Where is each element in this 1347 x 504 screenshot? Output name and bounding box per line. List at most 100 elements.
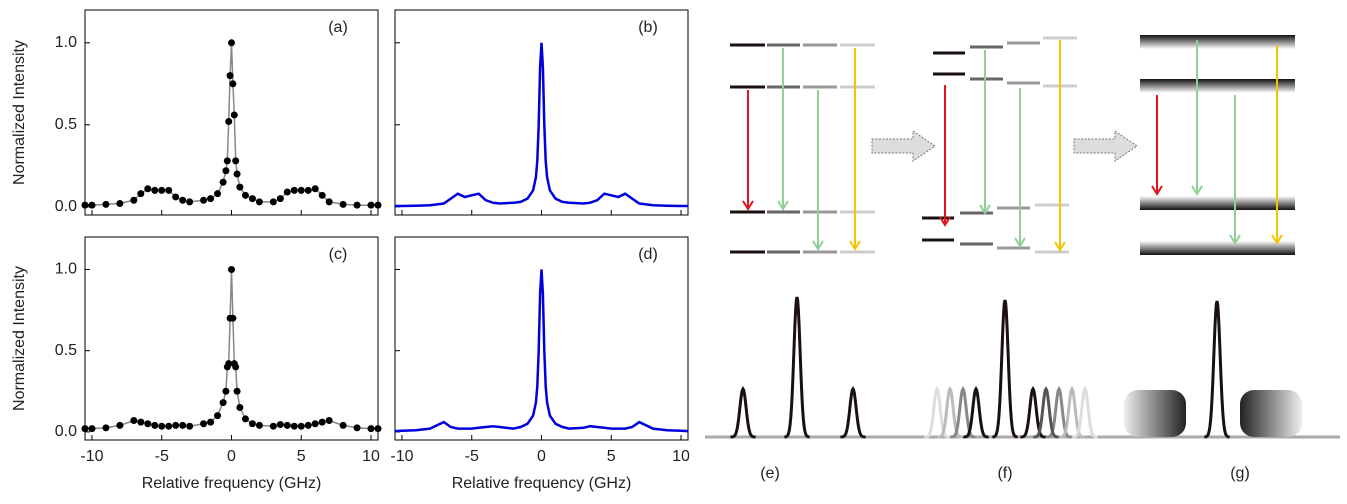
data-point: [214, 412, 222, 420]
peak: [1059, 386, 1085, 439]
data-point: [304, 186, 312, 194]
data-point: [88, 201, 96, 209]
data-point: [144, 420, 152, 428]
data-point: [374, 425, 382, 433]
data-point: [367, 201, 375, 209]
data-point: [137, 190, 145, 198]
data-point: [233, 170, 241, 178]
data-point: [367, 425, 375, 433]
data-point: [151, 186, 159, 194]
x-tick-label: -5: [465, 448, 479, 465]
data-point: [290, 186, 298, 194]
plot-frame: [394, 9, 689, 216]
x-axis-label: Relative frequency (GHz): [452, 475, 632, 492]
y-axis-label: Normalized Intensity: [11, 40, 28, 185]
data-point: [241, 415, 249, 423]
data-point: [311, 185, 319, 193]
data-point: [223, 157, 231, 165]
data-point: [229, 314, 237, 322]
transitions: [742, 40, 1283, 252]
data-point: [130, 417, 138, 425]
data-point: [88, 425, 96, 433]
peak: [784, 296, 810, 439]
plot-frame: [394, 236, 689, 441]
data-point: [222, 167, 230, 175]
peak: [963, 386, 989, 439]
data-point: [219, 399, 227, 407]
x-tick-label: -5: [155, 448, 169, 465]
spectra: [730, 296, 1230, 439]
data-point: [225, 360, 233, 368]
data-point: [232, 157, 240, 165]
data-point: [353, 424, 361, 432]
data-point: [200, 420, 208, 428]
peak: [730, 386, 756, 439]
x-tick-label: 5: [607, 448, 616, 465]
data-point: [219, 178, 227, 186]
peak: [1204, 300, 1230, 439]
data-point: [130, 196, 138, 204]
data-point: [311, 420, 319, 428]
x-tick-label: -10: [390, 448, 413, 465]
data-point: [172, 421, 180, 429]
data-point: [222, 387, 230, 395]
data-point: [339, 421, 347, 429]
data-point: [228, 39, 235, 47]
data-point: [269, 198, 277, 206]
data-point: [255, 421, 263, 429]
peak: [992, 299, 1018, 439]
y-tick-label: 0.0: [55, 198, 77, 215]
data-point: [283, 421, 291, 429]
data-point: [236, 183, 244, 191]
data-point: [230, 111, 238, 119]
x-tick-label: 0: [227, 448, 236, 465]
data-point: [225, 118, 233, 126]
data-point: [283, 188, 291, 196]
plateau: [1240, 390, 1302, 437]
y-tick-label: 1.0: [55, 261, 77, 278]
data-point: [248, 420, 256, 428]
data-line: [394, 269, 689, 433]
panel-label: (a): [328, 19, 348, 36]
data-point: [290, 422, 298, 430]
data-point: [165, 422, 173, 430]
x-axis-label: Relative frequency (GHz): [142, 475, 322, 492]
data-point: [144, 185, 152, 193]
data-point: [186, 198, 194, 206]
data-point: [179, 421, 187, 429]
panel-label: (f): [997, 465, 1012, 482]
peak: [950, 386, 976, 439]
data-point: [228, 265, 235, 273]
data-point: [165, 186, 173, 194]
panel-label: (c): [329, 246, 348, 263]
x-tick-label: 0: [537, 448, 546, 465]
data-point: [269, 422, 277, 430]
data-point: [214, 190, 222, 198]
data-point: [325, 417, 333, 425]
data-point: [325, 198, 333, 206]
peak: [1033, 386, 1059, 439]
panel-label: (d): [638, 246, 658, 263]
data-point: [172, 193, 180, 201]
block-arrows: [871, 130, 1138, 162]
data-point: [236, 404, 244, 412]
bands-g: [1140, 35, 1295, 255]
data-point: [179, 196, 187, 204]
data-point: [81, 201, 89, 209]
x-tick-label: -10: [80, 448, 103, 465]
data-line: [85, 269, 378, 430]
x-tick-label: 10: [362, 448, 380, 465]
data-point: [353, 201, 361, 209]
data-point: [374, 201, 382, 209]
data-point: [276, 421, 284, 429]
data-point: [102, 200, 110, 208]
panel-label: (b): [638, 19, 658, 36]
data-point: [229, 80, 237, 88]
data-point: [339, 200, 347, 208]
data-point: [318, 418, 326, 426]
data-point: [297, 186, 305, 194]
data-point: [226, 72, 234, 80]
y-tick-label: 0.5: [55, 116, 77, 133]
peak: [1020, 386, 1046, 439]
